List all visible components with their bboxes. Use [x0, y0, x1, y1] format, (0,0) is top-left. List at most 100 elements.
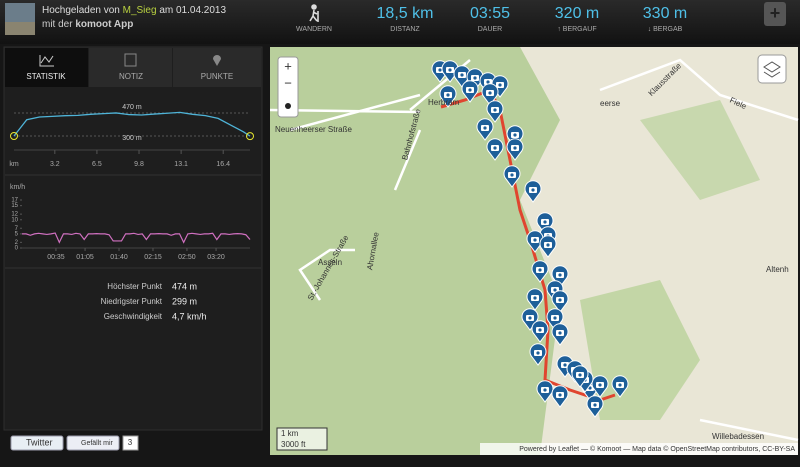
x-tick-label: 01:40 [110, 254, 128, 261]
stat-label: DAUER [478, 26, 503, 33]
summary-label: Niedrigster Punkt [101, 297, 163, 306]
app-prefix: mit der [42, 19, 73, 30]
reference-label: 470 m [122, 104, 142, 111]
app-name: komoot App [75, 19, 133, 30]
camera-lens [553, 316, 557, 320]
endpoint [10, 131, 18, 140]
camera-lens [446, 93, 450, 97]
header-bar [0, 0, 800, 44]
scale-metric: 1 km [281, 429, 299, 438]
stat-label: ↑ BERGAUF [557, 26, 596, 33]
forest [270, 47, 560, 455]
like-button[interactable] [66, 435, 120, 451]
hiker-icon [309, 4, 319, 22]
place-label: Willebadessen [712, 432, 764, 441]
stat-label: ↓ BERGAB [648, 26, 683, 33]
place-label: Herbram [428, 98, 459, 107]
x-tick-label: 03:20 [207, 254, 225, 261]
user-link[interactable]: M_Sieg [123, 5, 157, 16]
speed-line [22, 232, 251, 244]
y-tick-label: 7 [15, 226, 19, 232]
y-tick-label: 5 [15, 231, 19, 237]
summary-value: 474 m [172, 281, 197, 291]
add-button[interactable] [764, 2, 786, 26]
like-label: Gefällt mir [81, 440, 114, 447]
elevation-chart: 470 m 300 m km 3.2 6.5 9.8 13.1 16.4 [9, 104, 254, 168]
camera-lens [558, 298, 562, 302]
camera-lens [493, 108, 497, 112]
app-line: mit der komoot App [42, 19, 133, 30]
camera-lens [578, 373, 582, 377]
camera-lens [546, 243, 550, 247]
y-tick-label: 2 [15, 240, 19, 246]
tab[interactable] [173, 48, 261, 87]
attribution[interactable]: Powered by Leaflet — © Komoot — Map data… [519, 445, 795, 453]
avatar-ground [5, 22, 35, 35]
camera-lens [483, 126, 487, 130]
stats-icon [39, 55, 54, 67]
pin-icon [213, 55, 221, 66]
upload-date: am 01.04.2013 [159, 5, 226, 16]
y-tick-label: 15 [11, 203, 18, 209]
camera-lens [543, 220, 547, 224]
tab-active[interactable] [5, 48, 88, 87]
endpoint [246, 132, 254, 141]
camera-lens [593, 403, 597, 407]
stat-value: 03:55 [470, 5, 510, 22]
camera-lens [533, 296, 537, 300]
stats: WANDERN 18,5 km DISTANZ 03:55 DAUER 320 m ↑ BE… [296, 5, 687, 33]
summary-value: 4,7 km/h [172, 311, 207, 321]
y-tick-label: 17 [11, 198, 18, 204]
stat-label: WANDERN [296, 26, 332, 33]
twitter-label: Twitter [26, 437, 53, 447]
camera-lens [438, 68, 442, 72]
tab-label: NOTIZ [119, 72, 143, 81]
y-tick-label: 10 [11, 217, 18, 223]
summary-label: Höchster Punkt [107, 282, 162, 291]
camera-lens [563, 363, 567, 367]
x-tick-label: 02:15 [144, 254, 162, 261]
scale [276, 427, 328, 451]
photo-markers [431, 60, 629, 418]
roads [269, 58, 799, 442]
camera-lens [486, 80, 490, 84]
place-label: Asseln [318, 258, 342, 267]
camera-lens [473, 76, 477, 80]
upload-prefix: Hochgeladen von [42, 5, 120, 16]
camera-lens [543, 388, 547, 392]
x-tick-label: 3.2 [50, 161, 60, 168]
camera-lens [528, 316, 532, 320]
place-label: eerse [600, 99, 621, 108]
twitter-button[interactable] [10, 435, 64, 451]
tab-label: PUNKTE [201, 72, 233, 81]
camera-lens [513, 146, 517, 150]
summary: Höchster Punkt 474 m Niedrigster Punkt 299 … [101, 281, 207, 321]
x-unit: km [9, 161, 19, 168]
x-tick-label: 02:50 [178, 254, 196, 261]
camera-lens [533, 238, 537, 242]
camera-lens [468, 88, 472, 92]
left-panel [3, 46, 263, 431]
y-label: km/h [10, 184, 25, 191]
camera-lens [510, 173, 514, 177]
camera-lens [513, 133, 517, 137]
camera-lens [460, 73, 464, 77]
upload-line: Hochgeladen von M_Sieg am 01.04.2013 [42, 5, 226, 16]
stat-value: 320 m [555, 5, 599, 22]
locate[interactable] [285, 103, 291, 109]
zoom-in[interactable]: + [284, 58, 292, 73]
summary-value: 299 m [172, 296, 197, 306]
x-tick-label: 01:05 [76, 254, 94, 261]
scale-imperial: 3000 ft [281, 440, 306, 449]
x-tick-label: 16.4 [216, 161, 230, 168]
camera-lens [553, 288, 557, 292]
zoom-out[interactable]: − [284, 75, 292, 90]
layers-button[interactable] [757, 54, 787, 84]
camera-lens [558, 273, 562, 277]
add-icon: + [770, 3, 781, 23]
y-tick-label: 12 [11, 212, 18, 218]
x-tick-label: 13.1 [174, 161, 188, 168]
x-tick-label: 9.8 [134, 161, 144, 168]
